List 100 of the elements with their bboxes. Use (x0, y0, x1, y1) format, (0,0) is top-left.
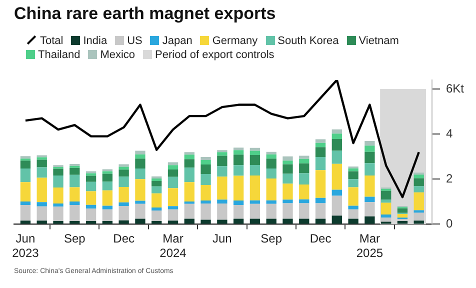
x-tick-label: Jun 2023 (12, 232, 40, 260)
bar (200, 203, 211, 220)
legend-label: Mexico (99, 48, 136, 62)
bar (217, 156, 228, 166)
bar (299, 163, 310, 174)
legend-label: Japan (161, 34, 192, 48)
bar (348, 187, 358, 206)
bar (36, 202, 47, 206)
bar (102, 182, 113, 190)
bar (381, 217, 392, 222)
legend-label: Thailand (37, 48, 80, 62)
bar (397, 208, 408, 213)
bar (282, 200, 293, 204)
bar (152, 221, 162, 224)
bar (168, 169, 178, 177)
bar (118, 170, 129, 177)
bar (414, 212, 424, 221)
chart-title: China rare earth magnet exports (14, 4, 276, 24)
bar (364, 196, 375, 202)
bar (250, 164, 260, 176)
bar (118, 166, 129, 170)
bar (184, 201, 194, 204)
bar (414, 192, 424, 210)
bar (118, 202, 129, 206)
bar (250, 176, 260, 200)
legend-label: Total (39, 34, 64, 48)
bar (118, 176, 129, 188)
bar (381, 200, 392, 203)
bar (152, 186, 162, 194)
bar (135, 150, 146, 154)
bar (266, 154, 276, 159)
bar (282, 156, 293, 161)
bar (233, 218, 244, 224)
bar (86, 204, 96, 209)
legend-label: Germany (211, 34, 258, 48)
bar (20, 220, 31, 224)
bar (200, 220, 211, 224)
bar (184, 218, 194, 224)
bar (250, 200, 260, 204)
bar (414, 174, 424, 178)
bar (102, 209, 113, 222)
bar (332, 139, 342, 151)
bar (381, 214, 392, 218)
bar (135, 154, 146, 159)
bar (315, 142, 326, 148)
bar (36, 178, 47, 202)
bar (184, 168, 194, 182)
bar (152, 180, 162, 186)
bar (184, 154, 194, 160)
bar (20, 160, 31, 169)
bar (20, 205, 31, 221)
y-tick-label: 6Kt (446, 81, 465, 96)
bar (332, 196, 342, 216)
bar (53, 187, 64, 204)
bar (364, 146, 375, 152)
bar (332, 134, 342, 140)
x-tick-label: Jun (212, 232, 232, 246)
x-tick-label: Dec (310, 232, 332, 246)
bar (152, 193, 162, 208)
bar (332, 150, 342, 164)
bar (200, 164, 211, 174)
bar (152, 178, 162, 181)
bar (217, 220, 228, 224)
bar (299, 173, 310, 185)
bar (266, 168, 276, 178)
bar (414, 186, 424, 192)
bar (184, 182, 194, 202)
bar (20, 156, 31, 159)
bar (364, 176, 375, 197)
legend-label: South Korea (276, 34, 339, 48)
bar (184, 152, 194, 155)
bar (184, 159, 194, 168)
bar (282, 203, 293, 219)
bar (135, 168, 146, 180)
bar (200, 157, 211, 160)
bar (348, 171, 358, 180)
bar (36, 206, 47, 221)
bar (20, 201, 31, 206)
bar (381, 190, 392, 200)
bar (233, 176, 244, 201)
bar (70, 174, 80, 188)
bar (315, 139, 326, 143)
bar (102, 190, 113, 206)
bar (364, 216, 375, 224)
bar (299, 184, 310, 200)
bar (168, 165, 178, 170)
y-tick-label: 4 (446, 126, 453, 140)
bar (266, 218, 276, 224)
x-tick-label: Mar 2025 (356, 232, 384, 260)
bar (282, 160, 293, 164)
bar (152, 208, 162, 210)
legend-label: US (126, 34, 142, 48)
bar (299, 199, 310, 204)
bar (414, 178, 424, 186)
bar (200, 160, 211, 164)
bar (250, 218, 260, 224)
bar (70, 168, 80, 175)
bar (315, 198, 326, 204)
bar (364, 163, 375, 176)
bar (70, 187, 80, 202)
